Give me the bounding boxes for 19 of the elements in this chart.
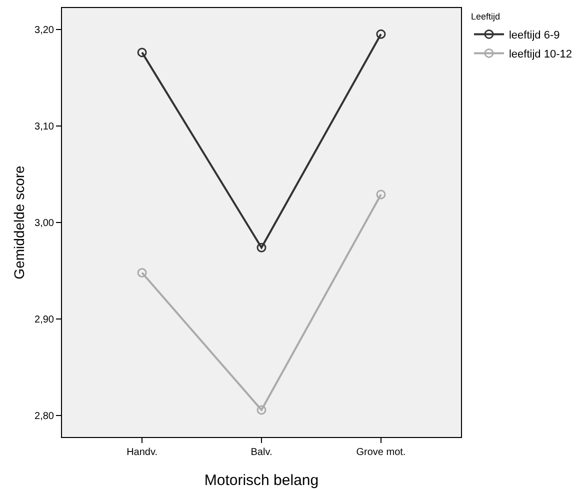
y-tick-label: 3,00: [34, 218, 54, 229]
y-tick-label: 2,90: [34, 314, 54, 326]
x-tick-label: Balv.: [250, 447, 272, 458]
x-tick-label: Grove mot.: [356, 447, 406, 458]
y-tick-label: 3,10: [34, 121, 54, 132]
point: [256, 405, 266, 415]
legend-title: Leeftijd: [470, 12, 500, 22]
legend-label: leeftijd 10-12: [508, 48, 572, 60]
legend-label: leeftijd 6-9: [508, 29, 560, 42]
point: [256, 242, 266, 252]
y-tick-label: 2,80: [34, 411, 54, 422]
point: [137, 48, 147, 58]
x-tick-label: Handv.: [126, 447, 158, 458]
point: [376, 29, 386, 39]
x-axis-title: Motorisch belang: [204, 472, 319, 489]
point: [376, 190, 386, 200]
y-tick-label: 3,20: [34, 24, 54, 36]
point: [137, 268, 147, 278]
y-axis-title: Gemiddelde score: [11, 165, 27, 280]
